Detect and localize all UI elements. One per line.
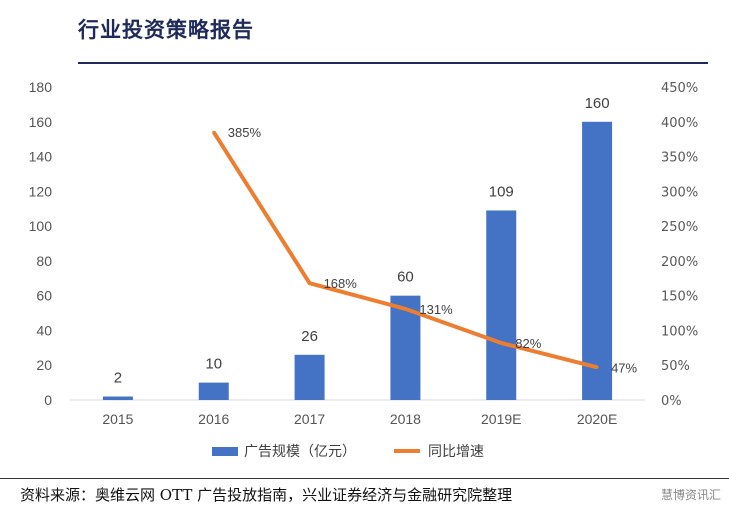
legend-bar-swatch [212, 446, 238, 456]
x-axis-tick-label: 2017 [294, 411, 325, 427]
left-axis-tick-label: 140 [29, 149, 53, 165]
x-axis-tick-label: 2020E [577, 411, 617, 427]
x-axis-tick-label: 2019E [481, 411, 521, 427]
line-point [595, 365, 599, 369]
right-axis-tick-label: 400% [661, 116, 698, 131]
left-axis-tick-label: 180 [29, 79, 53, 95]
bar [582, 121, 613, 401]
line-data-label: 385% [228, 125, 262, 140]
left-axis-tick-label: 0 [44, 392, 52, 408]
x-axis-ticks: 2015 2016 2017 2018 2019E 2020E [102, 411, 617, 427]
bar [198, 382, 229, 400]
bar-series [102, 121, 613, 401]
right-axis-tick-label: 0% [661, 394, 682, 409]
right-axis-tick-label: 50% [661, 359, 690, 374]
line-point [308, 281, 312, 285]
bar [486, 210, 517, 400]
watermark: 慧博资讯汇 [660, 488, 721, 502]
right-axis-ticks: 0% 50% 100% 150% 200% 250% 300% 350% 400% 450% [661, 81, 698, 409]
legend-bar-label: 广告规模（亿元） [244, 444, 356, 460]
header-divider [78, 62, 708, 64]
bar [102, 396, 133, 400]
line-point [499, 341, 503, 345]
legend-item-line: 同比增速 [394, 441, 484, 461]
line-data-label: 82% [515, 336, 541, 351]
legend-line-swatch [394, 449, 420, 453]
line-point [212, 130, 216, 134]
left-axis-ticks: 0 20 40 60 80 100 120 140 160 180 [29, 79, 53, 408]
right-axis-tick-label: 450% [661, 81, 698, 96]
footer-divider [0, 478, 729, 479]
right-axis-tick-label: 100% [661, 324, 698, 339]
left-axis-tick-label: 100 [29, 218, 53, 234]
line-data-labels: 385% 168% 131% 82% 47% [228, 125, 638, 375]
bar-data-label: 60 [397, 269, 414, 286]
left-axis-tick-label: 40 [36, 322, 52, 338]
line-point [403, 307, 407, 311]
left-axis-tick-label: 160 [29, 114, 53, 130]
source-note: 资料来源：奥维云网 OTT 广告投放指南，兴业证券经济与金融研究院整理 [20, 486, 513, 504]
x-axis-tick-label: 2015 [102, 411, 133, 427]
line-data-label: 131% [419, 302, 453, 317]
bar [294, 354, 325, 400]
bar-data-label: 160 [585, 95, 610, 112]
legend-item-bar: 广告规模（亿元） [212, 441, 356, 461]
chart-legend: 广告规模（亿元） 同比增速 [212, 441, 522, 461]
bar-data-labels: 2 10 26 60 109 160 [114, 95, 610, 387]
right-axis-tick-label: 250% [661, 220, 698, 235]
left-axis-tick-label: 60 [36, 288, 52, 304]
left-axis-tick-label: 120 [29, 183, 53, 199]
line-data-label: 47% [611, 360, 637, 375]
bar-data-label: 26 [301, 328, 318, 345]
right-axis-tick-label: 150% [661, 290, 698, 305]
left-axis-tick-label: 20 [36, 357, 52, 373]
line-data-label: 168% [324, 276, 358, 291]
bar-data-label: 2 [114, 370, 122, 387]
right-axis-tick-label: 350% [661, 151, 698, 166]
x-axis-tick-label: 2018 [390, 411, 421, 427]
legend-line-label: 同比增速 [428, 444, 484, 460]
left-axis-tick-label: 80 [36, 253, 52, 269]
x-axis-tick-label: 2016 [198, 411, 229, 427]
line-series [212, 130, 599, 370]
right-axis-tick-label: 200% [661, 255, 698, 270]
bar-data-label: 10 [205, 356, 222, 373]
bar-data-label: 109 [489, 183, 514, 200]
right-axis-tick-label: 300% [661, 185, 698, 200]
report-title: 行业投资策略报告 [78, 17, 254, 42]
